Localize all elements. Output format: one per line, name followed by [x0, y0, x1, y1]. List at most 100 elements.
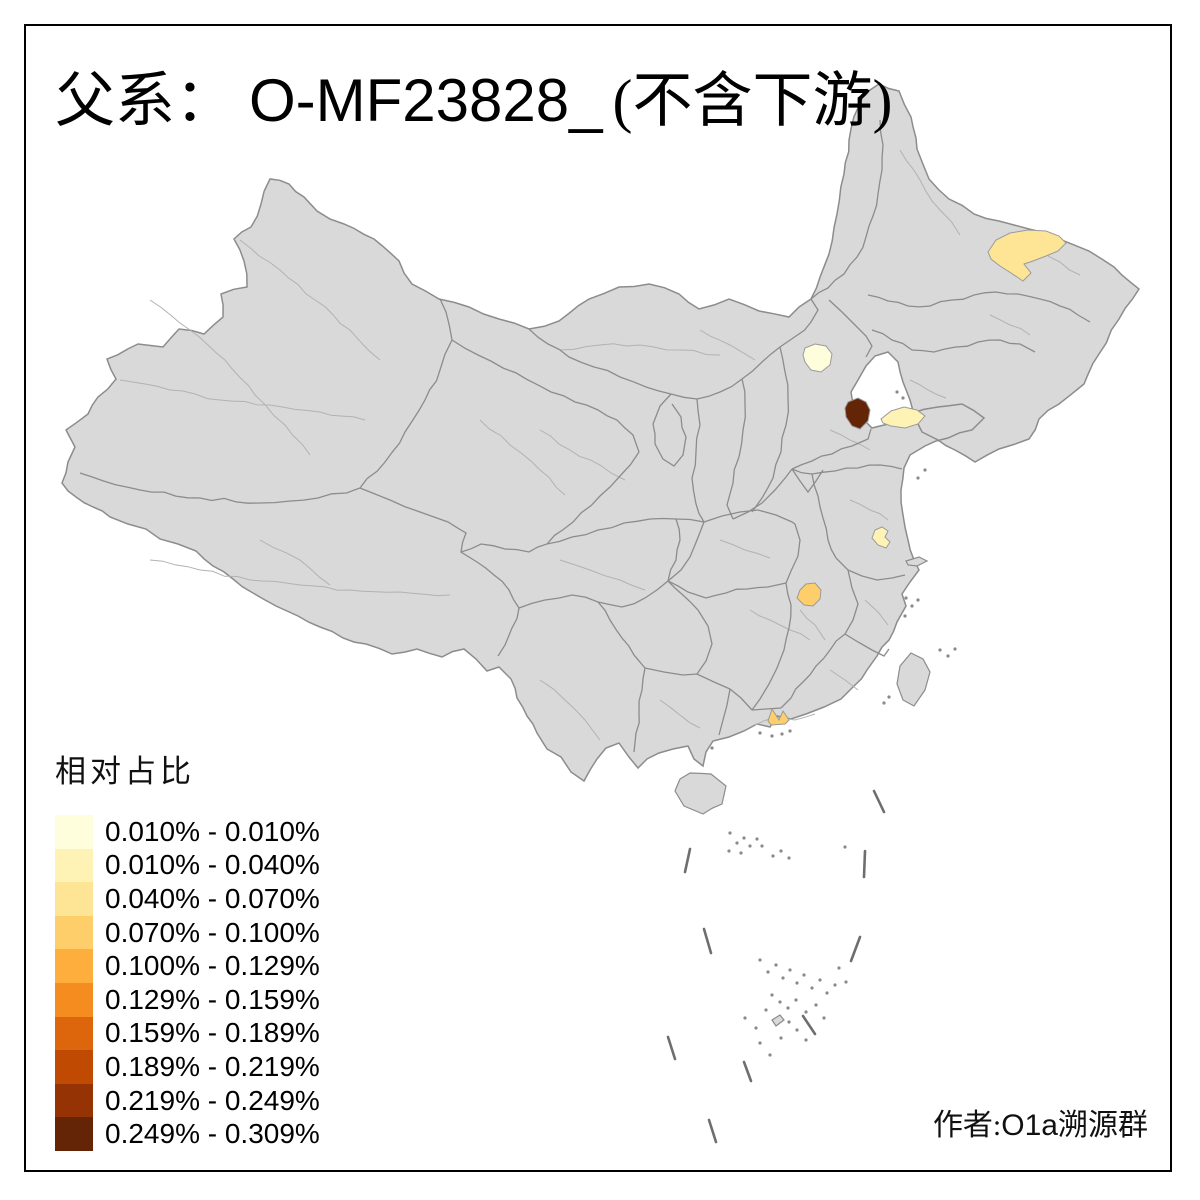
map-region-shandong: [880, 406, 926, 429]
islet-dot: [844, 980, 848, 984]
islet-dot: [781, 976, 785, 980]
legend-swatch: [55, 982, 93, 1017]
islet-dot: [748, 844, 752, 848]
prefecture-border-line: [149, 299, 311, 456]
islet-dot: [910, 604, 914, 608]
islet-dot: [710, 746, 714, 750]
legend-label: 0.100% - 0.129%: [105, 950, 320, 982]
islet-dot: [770, 993, 774, 997]
credit-prefix: 作者:: [932, 1109, 1002, 1142]
islet-dot: [938, 648, 942, 652]
islet-dot: [788, 729, 792, 733]
province-border-line: [791, 428, 872, 470]
province-border-line: [667, 580, 787, 599]
legend: 相对占比 0.010% - 0.010% 0.010% - 0.040% 0.040…: [55, 746, 320, 1151]
province-border-line: [691, 398, 705, 523]
dash-segment: [666, 1035, 677, 1061]
islet-dot: [735, 841, 739, 845]
islet-dot: [774, 963, 778, 967]
legend-swatch: [55, 949, 93, 983]
prefecture-border-line: [829, 429, 871, 451]
province-border-line: [79, 298, 453, 504]
islet-dot: [743, 1016, 747, 1020]
province-border-line: [718, 688, 731, 736]
mainland-outline: [61, 83, 1141, 783]
author-credit: 作者:O1a溯源群: [933, 1100, 1148, 1144]
prefecture-border-line: [659, 699, 701, 729]
legend-row: 0.010% - 0.040%: [55, 848, 320, 883]
dash-segment: [849, 935, 862, 963]
hainan-island: [674, 772, 727, 815]
islet-dot: [754, 1026, 758, 1030]
legend-swatch: [55, 882, 93, 916]
legend-label: 0.129% - 0.159%: [105, 983, 320, 1015]
islet-dot: [843, 845, 847, 849]
islet-dot: [946, 654, 950, 658]
province-border-line: [780, 633, 846, 709]
islet-dot: [779, 1036, 783, 1040]
dash-segment: [702, 927, 713, 955]
dash-segment: [683, 847, 692, 874]
islet-dot: [780, 732, 784, 736]
province-border-line: [460, 451, 640, 553]
islet-dot: [766, 970, 770, 974]
islet-dot: [770, 734, 774, 738]
prefecture-border-line: [149, 559, 451, 597]
province-border-line: [726, 378, 746, 520]
province-border-line: [751, 707, 782, 711]
province-border-line: [844, 569, 859, 635]
province-border-line: [644, 667, 731, 690]
dash-segment: [872, 789, 886, 814]
province-border-line: [652, 393, 687, 467]
highlighted-regions: [767, 229, 1067, 726]
dash-segment: [862, 849, 867, 879]
prefecture-border-line: [699, 329, 756, 361]
legend-rows: 0.010% - 0.010% 0.010% - 0.040% 0.040% - 0…: [55, 815, 320, 1151]
legend-label: 0.010% - 0.040%: [105, 849, 320, 881]
islet-dot: [818, 978, 822, 982]
islet-dot: [903, 614, 907, 618]
province-border-line: [729, 688, 753, 711]
prefecture-border-line: [559, 559, 646, 591]
title-prefix: 父系：: [55, 68, 235, 134]
islet-dot: [814, 1003, 818, 1007]
prefecture-border-line: [864, 599, 889, 626]
province-border-line: [528, 298, 819, 400]
legend-label: 0.159% - 0.189%: [105, 1017, 320, 1049]
islet-dot: [758, 1041, 762, 1045]
islet-dot: [771, 854, 775, 858]
islet-dot: [739, 851, 743, 855]
province-border-line: [703, 509, 801, 584]
legend-label: 0.040% - 0.070%: [105, 882, 320, 914]
province-border-line: [751, 346, 790, 513]
islet-dot: [758, 731, 762, 735]
islet-dot: [787, 856, 791, 860]
prefecture-border-line: [829, 669, 859, 691]
prefecture-border-line: [849, 499, 889, 521]
prefecture-border-line: [799, 609, 826, 641]
province-border-line: [751, 582, 792, 711]
islet-dot: [764, 1008, 768, 1012]
legend-label: 0.010% - 0.010%: [105, 815, 320, 847]
islet-dot: [953, 647, 957, 651]
islet-dot: [727, 849, 731, 853]
legend-swatch: [55, 1016, 93, 1051]
islet-dot: [795, 1028, 799, 1032]
islet-dot: [822, 1016, 826, 1020]
islet-dot: [837, 966, 841, 970]
legend-row: 0.040% - 0.070%: [55, 882, 320, 916]
islet-dot: [779, 849, 783, 853]
legend-title: 相对占比: [55, 754, 195, 789]
legend-label: 0.070% - 0.100%: [105, 916, 320, 948]
islet-dot: [728, 831, 732, 835]
province-border-line: [871, 329, 1036, 353]
province-border-line: [667, 580, 713, 675]
prefecture-border-line: [559, 343, 721, 356]
credit-suffix: 溯源群: [1058, 1109, 1148, 1142]
islet-dot: [895, 390, 899, 394]
map-region-hunan: [796, 582, 822, 607]
province-border-line: [732, 468, 793, 520]
islet-dot: [916, 598, 920, 602]
islet-dot: [742, 836, 746, 840]
